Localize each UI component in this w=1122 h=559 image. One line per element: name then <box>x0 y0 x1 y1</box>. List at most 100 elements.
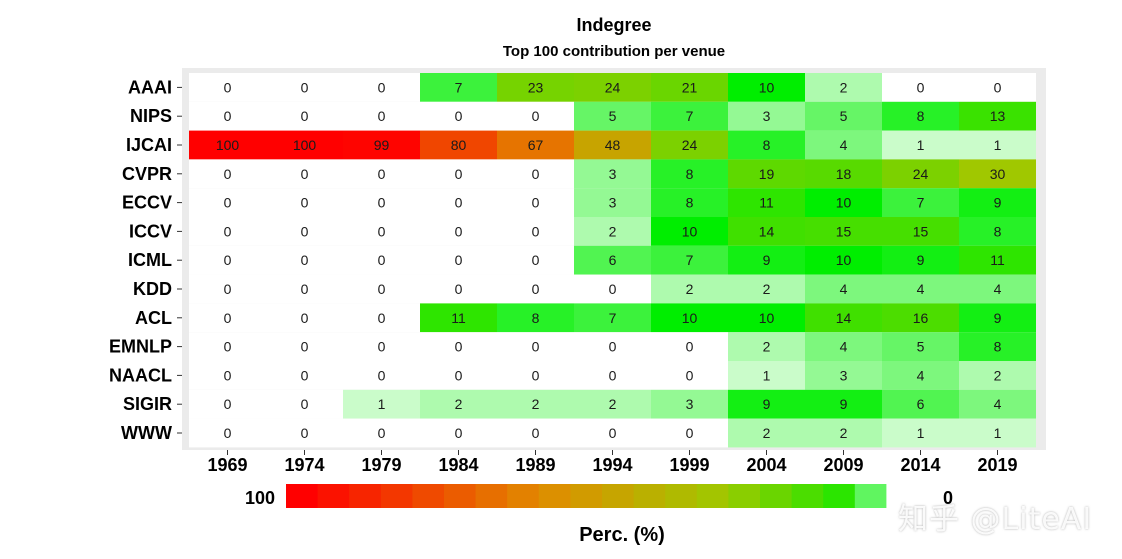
heatmap-cell <box>574 130 651 160</box>
cell-value-label: 0 <box>301 252 309 268</box>
heatmap-cell <box>805 303 882 333</box>
cell-value-label: 3 <box>686 396 694 412</box>
y-tick-labels: AAAI NIPS IJCAI CVPR ECCV ICCV ICML KDD ACL EMNLP… <box>109 77 182 443</box>
heatmap-cell <box>189 274 266 304</box>
cell-value-label: 2 <box>686 281 694 297</box>
heatmap-cell <box>882 130 959 160</box>
cell-value-label: 0 <box>532 223 540 239</box>
cell-value-label: 0 <box>455 166 463 182</box>
heatmap-cell <box>266 418 343 448</box>
cell-value-label: 8 <box>917 108 925 124</box>
cell-value-label: 0 <box>455 223 463 239</box>
cell-value-label: 4 <box>840 339 848 355</box>
heatmap-cell <box>189 389 266 419</box>
heatmap-cell <box>497 73 574 102</box>
heatmap-cell <box>574 245 651 275</box>
heatmap-cell <box>420 159 497 189</box>
heatmap-cell <box>959 332 1036 361</box>
cell-value-label: 18 <box>836 166 852 182</box>
y-tick-label: NIPS <box>130 106 172 126</box>
heatmap-cell <box>420 361 497 390</box>
cell-value-label: 0 <box>301 281 309 297</box>
heatmap-cell <box>651 73 728 102</box>
cell-value-label: 0 <box>378 195 386 211</box>
heatmap-cell <box>343 389 420 419</box>
y-tick-label: ICCV <box>129 221 172 241</box>
cell-value-label: 0 <box>224 310 232 326</box>
heatmap-cell <box>805 418 882 448</box>
y-tick-label: AAAI <box>128 77 172 97</box>
heatmap-cell <box>266 274 343 304</box>
cell-value-label: 0 <box>301 310 309 326</box>
cell-value-label: 0 <box>686 425 694 441</box>
legend-title: Perc. (%) <box>579 524 665 546</box>
cell-value-label: 0 <box>378 281 386 297</box>
cell-value-label: 48 <box>605 137 621 153</box>
cell-value-label: 0 <box>455 339 463 355</box>
heatmap-cell <box>651 130 728 160</box>
cell-value-label: 7 <box>686 252 694 268</box>
cell-value-label: 0 <box>378 367 386 383</box>
heatmap-cell <box>728 389 805 419</box>
cell-value-label: 0 <box>224 252 232 268</box>
cell-value-label: 6 <box>609 252 617 268</box>
heatmap-cell <box>651 332 728 361</box>
cell-value-label: 1 <box>378 396 386 412</box>
heatmap-cell <box>882 361 959 390</box>
cell-value-label: 9 <box>917 252 925 268</box>
heatmap-cell <box>343 274 420 304</box>
heatmap-cell <box>266 130 343 160</box>
cell-value-label: 10 <box>759 79 775 95</box>
heatmap-cell <box>189 217 266 246</box>
cell-value-label: 4 <box>840 281 848 297</box>
cell-value-label: 14 <box>836 310 852 326</box>
cell-value-label: 0 <box>378 339 386 355</box>
cell-value-label: 0 <box>301 108 309 124</box>
heatmap-cell <box>959 245 1036 275</box>
cell-value-label: 2 <box>763 281 771 297</box>
heatmap-cell <box>651 303 728 333</box>
heatmap-cell <box>420 332 497 361</box>
heatmap-cell <box>651 245 728 275</box>
heatmap-cell <box>497 361 574 390</box>
heatmap-cell <box>805 188 882 217</box>
cell-value-label: 80 <box>451 137 467 153</box>
heatmap-cell <box>343 73 420 102</box>
heatmap-cell <box>189 245 266 275</box>
chart-subtitle: Top 100 contribution per venue <box>503 43 725 60</box>
cell-value-label: 99 <box>374 137 390 153</box>
cell-value-label: 5 <box>917 339 925 355</box>
legend-swatch <box>349 484 382 508</box>
heatmap-cell <box>574 73 651 102</box>
cell-value-label: 10 <box>836 195 852 211</box>
cell-value-label: 0 <box>224 79 232 95</box>
heatmap-cell <box>189 159 266 189</box>
cell-value-label: 0 <box>609 281 617 297</box>
heatmap-cell <box>805 361 882 390</box>
heatmap-cell <box>574 418 651 448</box>
cell-value-label: 7 <box>686 108 694 124</box>
legend-swatch <box>317 484 350 508</box>
cell-value-label: 0 <box>455 281 463 297</box>
cell-value-label: 19 <box>759 166 775 182</box>
heatmap-cell <box>882 245 959 275</box>
cell-value-label: 0 <box>609 339 617 355</box>
x-tick-label: 1999 <box>669 455 709 475</box>
legend-swatch <box>728 484 761 508</box>
cell-value-label: 9 <box>763 396 771 412</box>
cell-value-label: 9 <box>763 252 771 268</box>
heatmap-cell <box>805 73 882 102</box>
cell-value-label: 4 <box>994 396 1002 412</box>
heatmap-cell <box>420 73 497 102</box>
heatmap-cell <box>574 217 651 246</box>
cell-value-label: 3 <box>609 166 617 182</box>
heatmap-cell <box>343 361 420 390</box>
cell-value-label: 0 <box>455 367 463 383</box>
cell-value-label: 2 <box>763 339 771 355</box>
cell-value-label: 0 <box>224 367 232 383</box>
cell-value-label: 0 <box>224 339 232 355</box>
cell-value-label: 0 <box>224 396 232 412</box>
x-tick-label: 2014 <box>900 455 940 475</box>
cell-value-label: 7 <box>917 195 925 211</box>
